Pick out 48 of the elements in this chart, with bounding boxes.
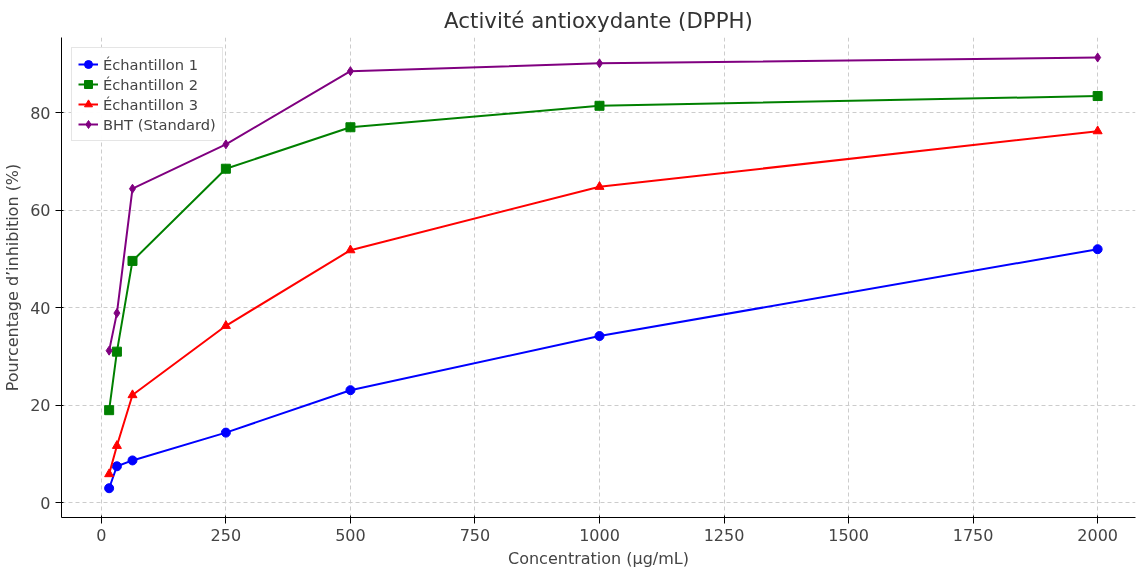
y-axis-title: Pourcentage d’inhibition (%) [3, 163, 23, 392]
x-tick-label: 1250 [703, 525, 745, 545]
point [111, 440, 122, 449]
x-tick-label: 250 [210, 525, 242, 545]
point [1092, 125, 1103, 135]
point [113, 308, 121, 319]
point [220, 163, 231, 174]
point [127, 389, 138, 399]
point [345, 244, 356, 254]
legend-label: Échantillon 3 [103, 95, 199, 113]
legend-label: Échantillon 1 [103, 55, 199, 73]
point [127, 455, 138, 466]
y-tick-label: 80 [30, 103, 51, 123]
point [345, 122, 356, 133]
point [1092, 244, 1103, 255]
point [105, 345, 113, 356]
point [594, 331, 605, 342]
point [346, 66, 354, 77]
point [220, 320, 231, 329]
x-tick-label: 1750 [952, 525, 994, 545]
point [104, 468, 115, 478]
y-tick-label: 20 [30, 396, 51, 416]
point [127, 255, 138, 266]
point [222, 139, 230, 150]
y-tick-label: 0 [40, 493, 51, 513]
x-tick-label: 1000 [579, 525, 620, 545]
legend-label: Échantillon 2 [103, 75, 199, 93]
x-axis-title: Concentration (µg/mL) [508, 548, 689, 568]
point [594, 100, 605, 111]
point [1092, 91, 1103, 102]
legend-label: BHT (Standard) [103, 115, 216, 133]
point [104, 483, 115, 494]
x-tick-label: 2000 [1077, 525, 1118, 545]
point [104, 405, 115, 416]
point [220, 427, 231, 438]
x-tick-label: 750 [459, 525, 491, 545]
x-tick-label: 0 [96, 525, 107, 545]
point [345, 385, 356, 396]
point [111, 461, 122, 472]
y-tick-label: 40 [30, 298, 51, 318]
point [128, 183, 136, 194]
x-tick-label: 1500 [828, 525, 869, 545]
chart-title: Activité antioxydante (DPPH) [444, 7, 753, 33]
x-tick-label: 500 [335, 525, 366, 545]
y-tick-label: 60 [30, 201, 51, 221]
point [111, 346, 122, 357]
point [594, 181, 605, 190]
point [1094, 52, 1102, 63]
